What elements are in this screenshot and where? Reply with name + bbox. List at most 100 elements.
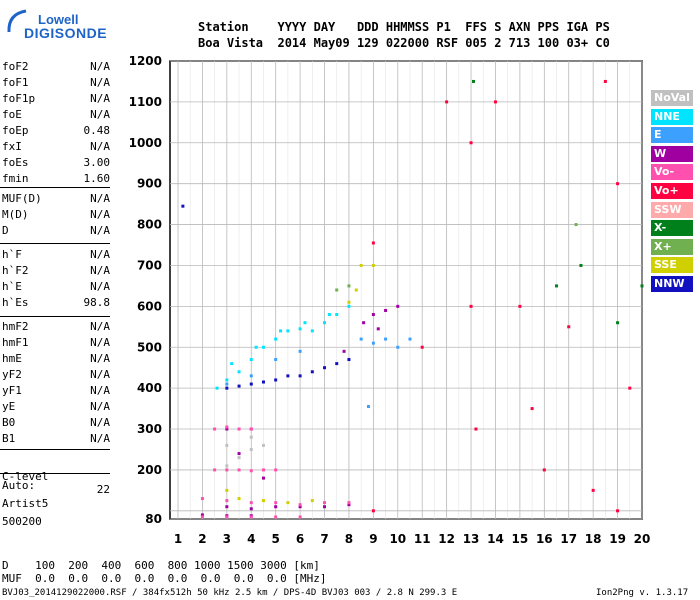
param-value: 1.60 — [83, 172, 111, 185]
param-row: h`F2 N/A — [0, 264, 110, 278]
data-point — [579, 263, 583, 267]
data-points — [181, 79, 644, 519]
y-tick-label: 500 — [137, 340, 162, 354]
param-row: hmF2 N/A — [0, 320, 110, 334]
data-point — [237, 427, 241, 431]
data-point — [215, 386, 219, 390]
param-name: h`F2 — [2, 264, 29, 277]
data-point — [298, 374, 302, 378]
data-point — [274, 378, 278, 382]
y-tick-label: 400 — [137, 381, 162, 395]
param-row: hmF1 N/A — [0, 336, 110, 350]
data-point — [298, 505, 302, 509]
muf-table-muf-row: MUF 0.0 0.0 0.0 0.0 0.0 0.0 0.0 0.0 [MHz… — [2, 572, 327, 585]
auto-artist: Artist5 — [2, 497, 49, 510]
param-row: yE N/A — [0, 400, 110, 414]
data-point — [225, 378, 229, 382]
x-tick-label: 1 — [174, 532, 182, 546]
param-value: N/A — [90, 368, 110, 381]
param-value: N/A — [90, 248, 110, 261]
data-point — [225, 464, 229, 468]
param-value: N/A — [90, 384, 110, 397]
data-point — [335, 313, 339, 317]
legend-item: X+ — [651, 238, 693, 255]
param-name: foEs — [2, 156, 29, 169]
data-point — [286, 501, 290, 505]
data-point — [225, 425, 229, 429]
param-value: N/A — [90, 140, 110, 153]
param-name: h`E — [2, 280, 22, 293]
separator — [0, 243, 110, 244]
data-point — [469, 304, 473, 308]
param-name: foF2 — [2, 60, 29, 73]
data-point — [616, 321, 620, 325]
param-value: N/A — [90, 320, 110, 333]
x-tick-label: 3 — [223, 532, 231, 546]
data-point — [323, 505, 327, 509]
data-point — [249, 507, 253, 511]
data-point — [225, 505, 229, 509]
data-point — [408, 337, 412, 341]
data-point — [274, 501, 278, 505]
brand-logo-top: Lowell — [38, 12, 79, 27]
legend-item: X- — [651, 220, 693, 237]
param-name: M(D) — [2, 208, 29, 221]
data-point — [420, 345, 424, 349]
data-point — [249, 358, 253, 362]
data-point — [200, 497, 204, 501]
data-point — [359, 263, 363, 267]
data-point — [225, 382, 229, 386]
param-value: 98.8 — [83, 296, 111, 309]
data-point — [261, 345, 265, 349]
x-tick-label: 9 — [369, 532, 377, 546]
data-point — [591, 488, 595, 492]
param-row: foE N/A — [0, 108, 110, 122]
data-point — [327, 313, 331, 317]
param-row: B1 N/A — [0, 432, 110, 446]
legend-item: SSW — [651, 201, 693, 218]
data-point — [354, 288, 358, 292]
param-value: N/A — [90, 352, 110, 365]
data-point — [603, 79, 607, 83]
data-point — [249, 447, 253, 451]
data-point — [237, 370, 241, 374]
param-value: N/A — [90, 416, 110, 429]
legend-item: SSE — [651, 257, 693, 274]
data-point — [310, 499, 314, 503]
data-point — [474, 427, 478, 431]
separator — [0, 449, 110, 450]
param-name: B0 — [2, 416, 16, 429]
data-point — [616, 182, 620, 186]
data-point — [371, 509, 375, 513]
param-name: fxI — [2, 140, 22, 153]
param-value: N/A — [90, 224, 110, 237]
data-point — [303, 321, 307, 325]
data-point — [225, 499, 229, 503]
data-point — [261, 476, 265, 480]
data-point — [371, 263, 375, 267]
y-tick-label: 900 — [137, 177, 162, 191]
data-point — [396, 304, 400, 308]
y-tick-label: 200 — [137, 463, 162, 477]
separator — [0, 316, 110, 317]
param-value: N/A — [90, 208, 110, 221]
data-point — [237, 456, 241, 460]
param-row: MUF(D) N/A — [0, 192, 110, 206]
y-axis-ticks: 80 200 300 400 500 600 700 800 900 1000 1100 1200 — [129, 54, 162, 526]
param-value: 0.48 — [83, 124, 111, 137]
param-value: N/A — [90, 76, 110, 89]
data-point — [376, 327, 380, 331]
x-tick-label: 16 — [536, 532, 553, 546]
x-axis-ticks: 1 2 3 4 5 6 7 8 9 10 11 12 13 14 15 16 17 18 19 20 — [174, 532, 651, 546]
x-tick-label: 14 — [487, 532, 504, 546]
param-row: yF2 N/A — [0, 368, 110, 382]
x-tick-label: 6 — [296, 532, 304, 546]
x-tick-label: 5 — [272, 532, 280, 546]
data-point — [616, 509, 620, 513]
param-row: B0 N/A — [0, 416, 110, 430]
param-value: N/A — [90, 280, 110, 293]
data-point — [225, 427, 229, 431]
param-row: yF1 N/A — [0, 384, 110, 398]
data-point — [347, 358, 351, 362]
legend-item: Vo+ — [651, 183, 693, 199]
